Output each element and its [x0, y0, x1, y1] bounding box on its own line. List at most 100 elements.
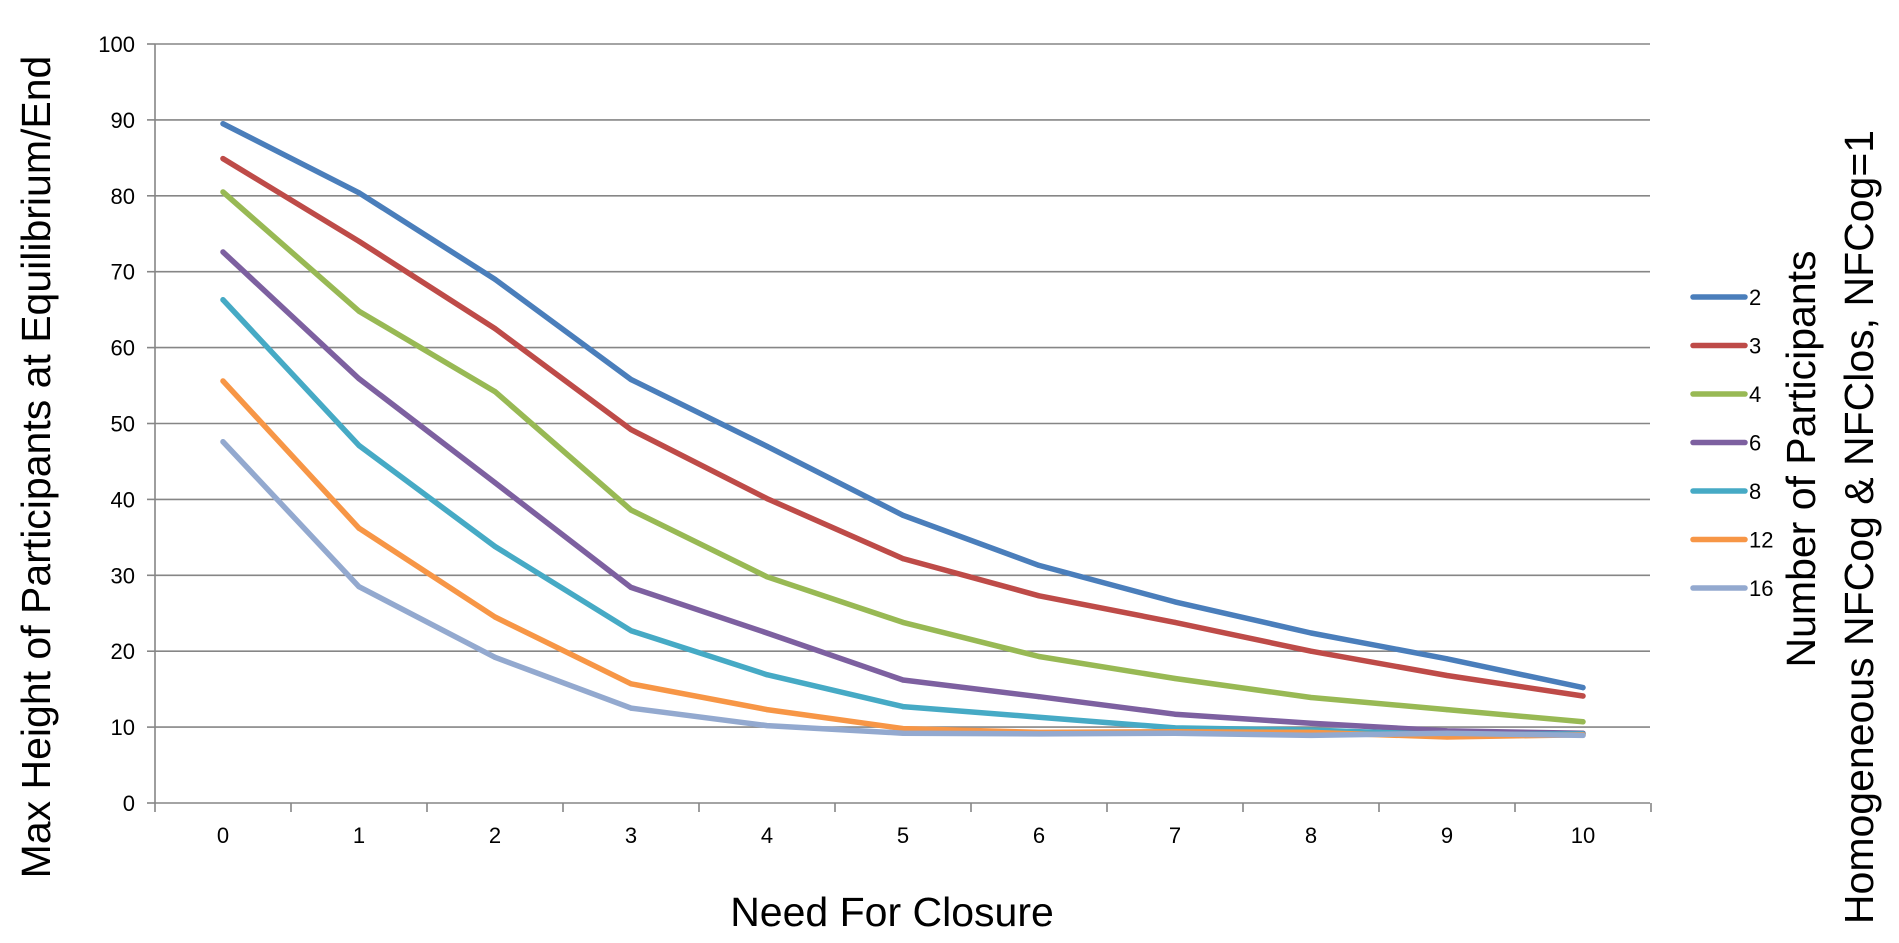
data-point-2-x7 — [1172, 599, 1178, 605]
data-point-16-x8 — [1308, 732, 1314, 739]
data-point-2-x9 — [1444, 656, 1450, 662]
data-point-8-x6 — [1036, 714, 1042, 720]
data-point-3-x10 — [1580, 693, 1586, 699]
data-point-16-x7 — [1172, 730, 1178, 736]
x-tick-label-4: 4 — [761, 823, 773, 848]
data-point-8-x0 — [220, 297, 226, 303]
data-point-3-x2 — [492, 326, 498, 332]
x-axis-title: Need For Closure — [730, 889, 1054, 935]
x-tick-label-7: 7 — [1169, 823, 1181, 848]
data-point-8-x5 — [900, 704, 906, 710]
data-point-12-x1 — [356, 525, 362, 531]
x-tick-label-8: 8 — [1305, 823, 1317, 848]
data-point-2-x4 — [764, 443, 770, 449]
data-point-4-x10 — [1580, 719, 1586, 725]
legend-label-4: 4 — [1749, 382, 1761, 407]
legend: 2 3 4 6 8 12 16 — [1690, 285, 1773, 601]
data-point-8-x4 — [764, 672, 770, 678]
data-point-2-x5 — [900, 512, 906, 518]
data-point-2-x6 — [1036, 562, 1042, 569]
x-tick-label-5: 5 — [897, 823, 909, 848]
data-point-2-x1 — [356, 190, 362, 196]
legend-label-12: 12 — [1749, 528, 1773, 553]
data-point-6-x2 — [492, 480, 498, 486]
data-point-3-x4 — [764, 496, 770, 502]
x-tick-label-1: 1 — [353, 823, 365, 848]
data-point-2-x0 — [220, 121, 226, 127]
data-point-4-x2 — [492, 389, 498, 395]
data-point-6-x8 — [1308, 720, 1314, 726]
legend-title-line-2: Homogeneous NFCog & NFClos, NFCog=1 — [1836, 130, 1882, 924]
data-point-6-x3 — [628, 584, 634, 591]
axes: 0 10 20 30 40 50 60 70 80 90 100 0 1 2 3 4 5 6 7 8 9 10 — [98, 32, 1652, 848]
legend-label-16: 16 — [1749, 576, 1773, 601]
data-point-12-x0 — [220, 378, 226, 384]
y-tick-label-0: 0 — [123, 791, 135, 816]
data-point-8-x3 — [628, 628, 634, 634]
data-point-4-x1 — [356, 308, 362, 314]
data-point-3-x7 — [1172, 619, 1178, 625]
data-point-12-x5 — [900, 726, 906, 732]
data-point-12-x2 — [492, 614, 498, 620]
y-tick-label-40: 40 — [111, 487, 135, 512]
data-point-8-x1 — [356, 442, 362, 449]
x-tick-label-9: 9 — [1441, 823, 1453, 848]
data-point-3-x1 — [356, 238, 362, 244]
data-point-16-x2 — [492, 654, 498, 660]
data-point-2-x8 — [1308, 630, 1314, 636]
data-point-4-x7 — [1172, 675, 1178, 682]
data-point-3-x8 — [1308, 648, 1314, 654]
data-point-16-x6 — [1036, 731, 1042, 737]
data-point-16-x9 — [1444, 730, 1450, 736]
data-point-4-x8 — [1308, 694, 1314, 701]
series-line-2 — [220, 120, 1586, 691]
legend-label-8: 8 — [1749, 479, 1761, 504]
data-point-3-x3 — [628, 426, 634, 433]
x-tick-label-3: 3 — [625, 823, 637, 848]
legend-label-6: 6 — [1749, 431, 1761, 456]
data-point-6-x1 — [356, 376, 362, 382]
data-point-2-x2 — [492, 276, 498, 282]
data-point-4-x9 — [1444, 707, 1450, 713]
x-tick-label-6: 6 — [1033, 823, 1045, 848]
data-point-4-x6 — [1036, 653, 1042, 660]
data-point-16-x3 — [628, 705, 634, 711]
legend-label-2: 2 — [1749, 285, 1761, 310]
data-point-16-x5 — [900, 730, 906, 736]
data-point-16-x10 — [1580, 732, 1586, 739]
data-point-8-x2 — [492, 543, 498, 550]
data-point-3-x5 — [900, 556, 906, 562]
data-point-16-x0 — [220, 439, 226, 445]
data-point-12-x3 — [628, 681, 634, 687]
data-point-2-x10 — [1580, 685, 1586, 691]
data-point-3-x0 — [220, 156, 226, 162]
series-line-16 — [220, 438, 1586, 739]
x-tick-label-10: 10 — [1571, 823, 1595, 848]
data-point-2-x3 — [628, 376, 634, 383]
y-tick-label-80: 80 — [111, 184, 135, 209]
data-point-3-x9 — [1444, 672, 1450, 679]
y-tick-label-30: 30 — [111, 563, 135, 588]
data-point-6-x6 — [1036, 694, 1042, 700]
data-point-6-x5 — [900, 677, 906, 683]
y-tick-label-70: 70 — [111, 260, 135, 285]
data-point-12-x4 — [764, 707, 770, 713]
x-tick-label-0: 0 — [217, 823, 229, 848]
data-point-16-x4 — [764, 722, 770, 729]
data-point-6-x0 — [220, 249, 226, 255]
y-tick-label-90: 90 — [111, 108, 135, 133]
data-point-6-x7 — [1172, 711, 1178, 717]
y-tick-label-10: 10 — [111, 715, 135, 740]
x-tick-label-2: 2 — [489, 823, 501, 848]
data-point-4-x4 — [764, 574, 770, 580]
data-point-4-x3 — [628, 507, 634, 513]
y-tick-label-60: 60 — [111, 336, 135, 361]
legend-label-3: 3 — [1749, 334, 1761, 359]
series-lines — [220, 120, 1586, 740]
y-axis-title: Max Height of Participants at Equilibriu… — [13, 56, 59, 879]
y-tick-label-100: 100 — [98, 32, 135, 57]
legend-title-line-1: Number of Participants — [1778, 250, 1824, 667]
data-point-16-x1 — [356, 584, 362, 590]
